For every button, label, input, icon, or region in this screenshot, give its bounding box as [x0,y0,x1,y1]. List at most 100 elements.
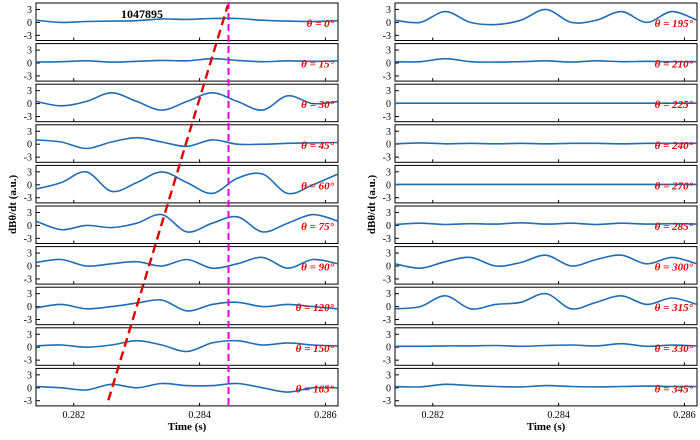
y-tick-label: 3 [386,208,391,219]
panel-frame [394,246,698,285]
signal-line [35,382,339,393]
panel-left-0: 3 0 -3 θ = 0° [24,2,339,42]
panel-left-6: 30 -3 θ = 90° [24,246,339,285]
angle-label: θ = 315° [655,302,694,314]
signal-line [35,339,339,353]
panel-right-5: 3 0 -3 θ = 285° [383,205,698,245]
angle-label: θ = 345° [655,383,694,395]
panel-right-4: 3 0 -3 θ = 270° [383,164,698,204]
panel-frame [35,327,339,366]
y-tick-label: 3 [27,127,32,138]
angle-label: θ = 165° [296,383,335,395]
panel-frame [35,205,339,244]
panel-frame [35,83,339,123]
angle-label: θ = 45° [301,140,334,152]
y-tick-label: -3 [24,396,32,407]
y-tick-label: 0 [386,18,391,29]
y-tick-label: 0 [27,261,32,272]
y-tick-label: 3 [27,167,32,178]
signal-line [394,8,698,26]
y-tick-label: 3 [386,127,391,138]
panel-right-0: 3 0 -3 θ = 195° [383,2,698,42]
chart-left: 30-3θ = 0°30-3θ = 15°30-3θ = 30°30-3θ = … [7,2,339,433]
y-axis-label: dBθ/dt (a.u.) [366,175,378,235]
signal-line [35,17,339,24]
panel-frame [35,43,339,82]
y-tick-label: 3 [27,46,32,57]
signal-line [35,57,339,63]
y-tick-label: -3 [383,153,391,164]
y-tick-label: 0 [386,383,391,394]
y-tick-label: 0 [386,343,391,354]
panel-frame [35,164,339,204]
angle-label: θ = 300° [655,262,694,274]
angle-label: θ = 60° [301,180,334,192]
y-tick-label: -3 [24,112,32,123]
y-tick-label: 0 [386,221,391,232]
y-axis-label: dBθ/dt (a.u.) [7,175,19,235]
y-tick-label: 3 [386,289,391,300]
y-tick-label: -3 [24,71,32,82]
y-tick-label: 0 [27,140,32,151]
y-tick-label: -3 [24,234,32,245]
panel-right-7: 3 0 -3 θ = 315° [383,286,698,326]
y-tick-label: 0 [27,302,32,313]
trend-line [107,4,230,401]
signal-line [35,91,339,111]
x-tick-label: 0.282 [63,410,86,421]
y-tick-label: 3 [27,86,32,97]
y-tick-label: 3 [386,86,391,97]
y-tick-label: -3 [24,153,32,164]
y-tick-label: 3 [27,249,32,260]
y-tick-label: 0 [27,58,32,69]
shot-number: 1047895 [121,7,163,21]
angle-label: θ = 0° [307,18,335,30]
signal-line [35,256,339,270]
y-tick-label: 0 [386,99,391,110]
panel-left-9: 3 0 -3 θ = 165° [24,367,339,407]
y-tick-label: 3 [27,5,32,16]
y-tick-label: -3 [383,315,391,326]
y-tick-label: 3 [27,289,32,300]
panel-frame [394,367,698,407]
angle-label: θ = 120° [296,302,335,314]
y-tick-label: -3 [24,356,32,367]
signal-line [394,383,698,388]
angle-label: θ = 15° [301,59,334,71]
y-tick-label: 3 [386,5,391,16]
y-tick-label: 3 [386,46,391,57]
signal-line [394,142,697,145]
y-tick-label: -3 [24,274,32,285]
y-tick-label: 0 [27,180,32,191]
angle-label: θ = 195° [655,18,694,30]
panel-right-2: 3 0 -3 θ = 225° [383,83,698,123]
signal-line [394,221,698,226]
panel-frame [394,43,698,82]
x-tick-label: 0.286 [314,410,337,421]
panel-frame [394,2,698,41]
panel-left-2: 3 0 -3 θ = 30° [24,83,339,123]
panel-left-5: 3 0 -3 θ = 75° [24,205,339,245]
chart-right: 30-3θ = 195°30-3θ = 210°30-3θ = 225°30-3… [366,2,698,433]
y-tick-label: 0 [386,302,391,313]
signal-line [394,342,698,348]
panel-left-1: 30 -3 θ = 15° [24,43,339,82]
signal-line [35,136,339,150]
angle-label: θ = 330° [655,343,694,355]
signal-line [35,213,339,233]
angle-label: θ = 285° [655,221,694,233]
y-tick-label: -3 [383,234,391,245]
panel-frame [35,367,339,407]
signal-line [35,299,339,312]
panel-right-3: 3 0 -3 θ = 240° [383,124,698,164]
angle-label: θ = 90° [301,262,334,274]
angle-label: θ = 270° [655,180,694,192]
y-tick-label: -3 [24,193,32,204]
panel-frame [35,2,339,41]
angle-label: θ = 210° [655,59,694,71]
y-tick-label: -3 [24,315,32,326]
x-axis-label: Time (s) [168,421,207,433]
angle-label: θ = 30° [301,99,334,111]
y-tick-label: 0 [386,261,391,272]
y-tick-label: 0 [27,99,32,110]
